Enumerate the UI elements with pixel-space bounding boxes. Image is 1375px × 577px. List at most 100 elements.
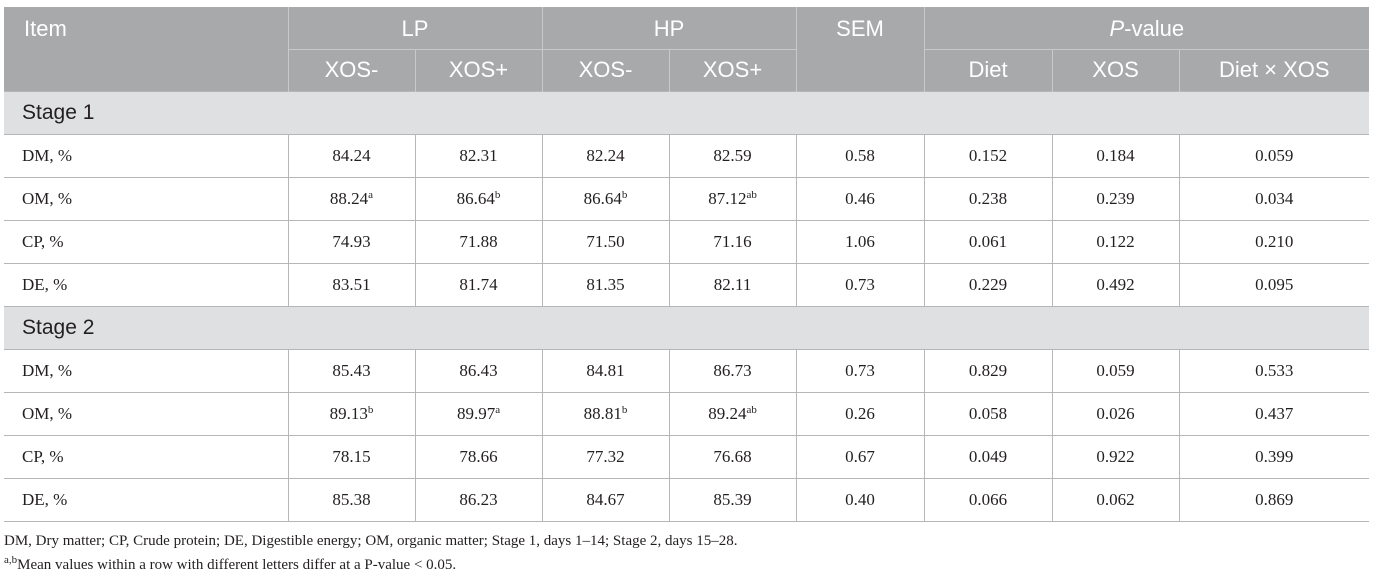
treatment-cell: 82.24 [541,134,670,178]
cell-value: 86.43 [459,360,498,380]
sem-cell: 0.26 [795,392,925,436]
row-item: CP, % [4,435,288,479]
treatment-cell: 89.97a [414,392,543,436]
hp-header: HP [541,7,797,49]
cell-value: 86.23 [459,489,498,509]
row-item: DM, % [4,349,288,393]
treatment-cell: 82.31 [414,134,543,178]
pcol-diet: Diet [923,48,1053,91]
pvalue-cell: 0.026 [1051,392,1180,436]
pvalue-cell: 0.049 [923,435,1053,479]
treatment-cell: 85.39 [668,478,797,522]
treatment-cell: 84.24 [287,134,415,178]
cell-value: 88.24 [329,188,369,208]
cell-value: 85.38 [332,489,371,509]
row-item: OM, % [4,177,288,221]
footnote-superscript: a,b [4,554,18,566]
table-row: DE, % 85.38 86.23 84.67 85.39 0.40 0.066 0.062 0… [4,478,1370,522]
pvalue-cell: 0.239 [1051,177,1180,221]
cell-value: 76.68 [713,446,752,466]
cell-value: 77.32 [586,446,625,466]
treatment-cell: 86.64b [541,177,670,221]
treatment-cell: 86.64b [414,177,543,221]
cell-value: 89.24 [708,403,747,423]
table-row: CP, % 74.93 71.88 71.50 71.16 1.06 0.061 0.122 0… [4,220,1370,264]
pvalue-p: P [1109,16,1125,41]
pvalue-rest: -value [1124,16,1185,41]
pvalue-cell: 0.059 [1051,349,1180,393]
cell-superscript: ab [746,188,757,201]
pvalue-cell: 0.061 [923,220,1053,264]
treatment-cell: 87.12ab [668,177,797,221]
treatment-cell: 88.24a [287,177,415,221]
row-item: DM, % [4,134,288,178]
table-row: OM, % 89.13b 89.97a 88.81b 89.24ab 0.26 0.058 0… [4,392,1370,436]
cell-superscript: b [367,403,374,416]
pvalue-cell: 0.829 [923,349,1053,393]
cell-value: 71.16 [713,231,752,251]
footnote-significance-text: Mean values within a row with different … [17,557,457,573]
cell-superscript: b [621,188,628,201]
cell-value: 84.24 [332,145,371,165]
cell-value: 83.51 [332,274,371,294]
pvalue-cell: 0.437 [1178,392,1370,436]
pvalue-cell: 0.062 [1051,478,1180,522]
subcol-hp-xos-minus: XOS- [541,48,670,91]
cell-value: 84.81 [586,360,625,380]
cell-value: 81.74 [459,274,498,294]
subcol-lp-xos-minus: XOS- [287,48,415,91]
sem-cell: 0.67 [795,435,925,479]
pvalue-cell: 0.399 [1178,435,1370,479]
pvalue-cell: 0.922 [1051,435,1180,479]
cell-value: 88.81 [583,403,622,423]
cell-value: 82.11 [713,274,752,294]
pvalue-cell: 0.066 [923,478,1053,522]
table-row: DM, % 85.43 86.43 84.81 86.73 0.73 0.829 0.059 0… [4,349,1370,393]
treatment-cell: 89.13b [287,392,415,436]
subcol-hp-xos-plus: XOS+ [668,48,797,91]
treatment-cell: 74.93 [287,220,415,264]
treatment-cell: 82.59 [668,134,797,178]
cell-value: 78.15 [332,446,371,466]
cell-value: 71.88 [459,231,498,251]
pvalue-cell: 0.152 [923,134,1053,178]
cell-superscript: a [495,403,501,416]
cell-value: 87.12 [708,188,747,208]
pvalue-cell: 0.533 [1178,349,1370,393]
treatment-cell: 84.81 [541,349,670,393]
cell-value: 82.31 [459,145,498,165]
stage-row: Stage 2 [4,305,1370,350]
treatment-cell: 84.67 [541,478,670,522]
sem-cell: 0.40 [795,478,925,522]
cell-value: 85.39 [713,489,752,509]
treatment-cell: 86.43 [414,349,543,393]
treatment-cell: 89.24ab [668,392,797,436]
cell-value: 86.64 [456,188,495,208]
item-header: Item [4,7,288,91]
pvalue-cell: 0.095 [1178,263,1370,307]
subcol-lp-xos-plus: XOS+ [414,48,543,91]
treatment-cell: 81.74 [414,263,543,307]
sem-cell: 1.06 [795,220,925,264]
cell-value: 89.13 [329,403,368,423]
pvalue-cell: 0.059 [1178,134,1370,178]
cell-value: 82.59 [713,145,752,165]
cell-superscript: b [621,403,628,416]
treatment-cell: 85.38 [287,478,415,522]
results-table: Item LP HP SEM P-value XOS- XOS+ XOS- XO… [4,7,1370,522]
lp-header: LP [287,7,543,49]
cell-value: 81.35 [586,274,625,294]
sem-cell: 0.73 [795,263,925,307]
sem-cell: 0.58 [795,134,925,178]
treatment-cell: 78.66 [414,435,543,479]
cell-superscript: a [368,188,374,201]
cell-value: 85.43 [332,360,371,380]
table-row: CP, % 78.15 78.66 77.32 76.68 0.67 0.049 0.922 0… [4,435,1370,479]
stage-label: Stage 1 [4,90,1370,135]
cell-value: 84.67 [586,489,625,509]
table-row: OM, % 88.24a 86.64b 86.64b 87.12ab 0.46 0.238 0… [4,177,1370,221]
pvalue-cell: 0.210 [1178,220,1370,264]
row-item: DE, % [4,478,288,522]
cell-value: 82.24 [586,145,625,165]
cell-value: 86.64 [583,188,622,208]
